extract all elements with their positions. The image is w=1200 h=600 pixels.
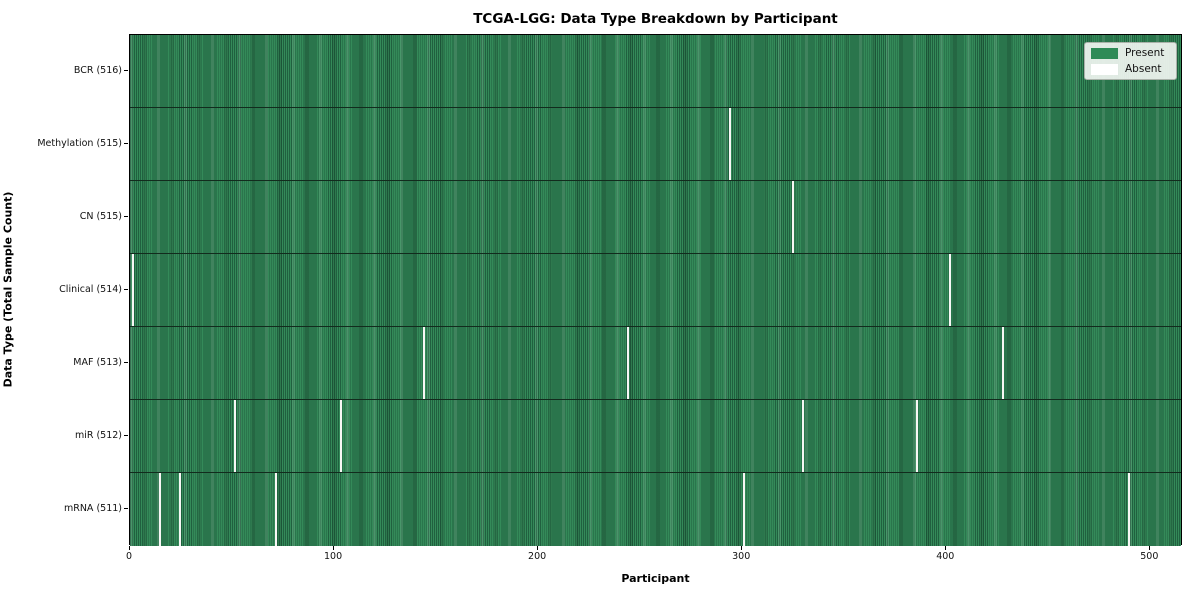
- y-tick-mark: [124, 289, 128, 290]
- y-tick-label-bcr: BCR (516): [73, 64, 122, 76]
- absent-gap: [948, 254, 951, 326]
- absent-gap: [339, 400, 342, 472]
- absent-gap: [1001, 327, 1004, 399]
- heatmap-row-bcr: [130, 35, 1181, 108]
- y-tick-label-clinical: Clinical (514): [59, 283, 122, 295]
- x-tick-mark: [536, 546, 538, 550]
- x-axis-label: Participant: [621, 572, 690, 585]
- x-tick-label: 100: [323, 551, 343, 562]
- x-tick-label: 200: [528, 551, 547, 562]
- x-tick-label: 500: [1140, 551, 1159, 562]
- y-tick-label-mir: miR (512): [74, 429, 122, 441]
- absent-gap: [423, 327, 426, 399]
- heatmap-row-clinical: [130, 254, 1181, 327]
- x-tick-mark: [740, 546, 742, 550]
- legend-swatch-present: [1091, 47, 1118, 59]
- y-tick-mark: [124, 508, 128, 509]
- x-tick-label: 300: [732, 551, 751, 562]
- legend-label: Present: [1125, 47, 1165, 59]
- x-tick-mark: [128, 546, 130, 550]
- legend-entry-present: Present: [1091, 47, 1169, 59]
- y-tick-mark: [124, 435, 128, 436]
- absent-gap: [791, 181, 795, 253]
- absent-gap: [233, 400, 236, 472]
- legend-entry-absent: Absent: [1091, 63, 1169, 75]
- plot-area: [129, 34, 1182, 546]
- y-tick-label-methylation: Methylation (515): [37, 137, 122, 149]
- y-tick-mark: [124, 362, 128, 363]
- absent-gap: [132, 254, 135, 326]
- y-tick-label-cn: CN (515): [79, 210, 122, 222]
- x-tick-mark: [1148, 546, 1150, 550]
- y-tick-mark: [124, 216, 128, 217]
- x-tick-mark: [944, 546, 946, 550]
- x-tick-mark: [332, 546, 334, 550]
- x-tick-label: 0: [125, 551, 133, 562]
- heatmap-row-methylation: [130, 108, 1181, 181]
- x-tick-label: 400: [936, 551, 955, 562]
- legend-swatch-absent: [1091, 63, 1118, 75]
- heatmap-row-mrna: [130, 473, 1181, 546]
- absent-gap: [802, 400, 805, 472]
- heatmap-row-cn: [130, 181, 1181, 254]
- y-tick-mark: [124, 70, 128, 71]
- absent-gap: [178, 473, 181, 546]
- y-tick-label-maf: MAF (513): [73, 356, 122, 368]
- heatmap-row-maf: [130, 327, 1181, 400]
- absent-gap: [916, 400, 919, 472]
- y-tick-label-mrna: mRNA (511): [63, 502, 122, 514]
- absent-gap: [626, 327, 630, 399]
- absent-gap: [743, 473, 746, 546]
- absent-gap: [1128, 473, 1131, 546]
- absent-gap: [158, 473, 161, 546]
- heatmap-row-mir: [130, 400, 1181, 473]
- legend: Present Absent: [1084, 42, 1177, 80]
- chart-title: TCGA-LGG: Data Type Breakdown by Partici…: [473, 11, 838, 27]
- absent-gap: [274, 473, 277, 546]
- y-tick-mark: [124, 143, 128, 144]
- absent-gap: [728, 108, 731, 180]
- legend-label: Absent: [1125, 63, 1162, 75]
